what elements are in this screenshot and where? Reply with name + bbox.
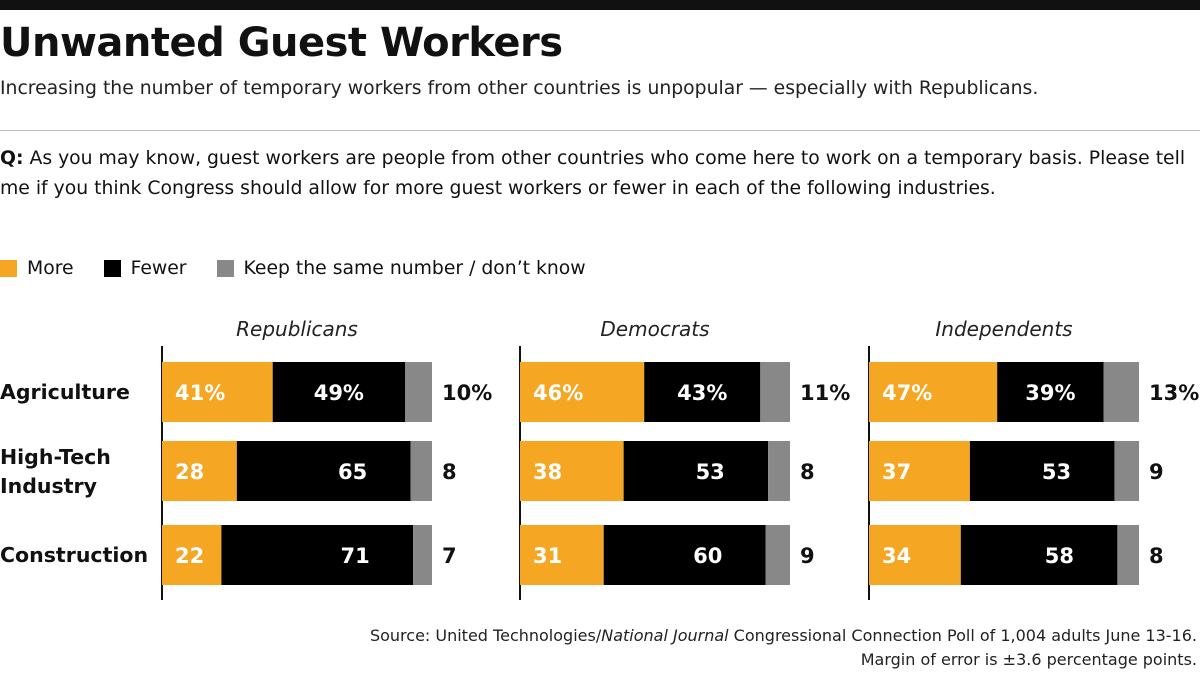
bar-more-independents-agriculture — [869, 362, 998, 422]
label-fewer-independents-high-tech-industry: 53 — [1042, 460, 1071, 484]
bar-fewer-democrats-agriculture — [644, 362, 761, 422]
panel-title-democrats: Democrats — [600, 317, 709, 341]
legend-swatch-more — [0, 259, 17, 277]
source-note: Source: United Technologies/National Jou… — [370, 624, 1197, 672]
bar-fewer-democrats-high-tech-industry — [623, 441, 769, 501]
legend-label-more: More — [27, 257, 74, 279]
label-same-independents-agriculture: 13% — [1149, 381, 1199, 405]
bar-same-independents-high-tech-industry — [1114, 441, 1139, 501]
legend-item-fewer: Fewer — [103, 257, 187, 279]
label-more-republicans-agriculture: 41% — [175, 381, 225, 405]
stacked-bar-chart: Agriculture High-Tech Industry Construction… — [0, 317, 1199, 600]
label-more-democrats-construction: 31 — [533, 544, 562, 568]
category-label-agriculture: Agriculture — [0, 380, 130, 404]
panel-title-republicans: Republicans — [236, 317, 358, 341]
bar-fewer-independents-agriculture — [997, 362, 1104, 422]
label-fewer-republicans-agriculture: 49% — [314, 381, 364, 405]
bar-more-republicans-agriculture — [162, 362, 273, 422]
source-prefix: Source: United Technologies/ — [369, 626, 602, 645]
bar-same-democrats-construction — [765, 525, 790, 585]
label-fewer-democrats-construction: 60 — [693, 544, 722, 568]
chart-title: Unwanted Guest Workers — [0, 20, 563, 66]
bar-more-republicans-construction — [162, 525, 222, 585]
label-fewer-independents-agriculture: 39% — [1025, 381, 1075, 405]
label-same-independents-construction: 8 — [1149, 544, 1164, 568]
legend: More Fewer Keep the same number / don’t … — [0, 252, 616, 284]
category-label-construction: Construction — [0, 543, 148, 567]
source-publication: National Journal — [601, 626, 729, 645]
label-fewer-democrats-agriculture: 43% — [677, 381, 727, 405]
label-same-democrats-construction: 9 — [800, 544, 815, 568]
legend-swatch-fewer — [103, 259, 121, 277]
bar-more-independents-high-tech-industry — [869, 441, 970, 501]
margin-of-error: Margin of error is ±3.6 percentage point… — [860, 650, 1197, 669]
panel-title-independents: Independents — [935, 317, 1072, 341]
label-fewer-independents-construction: 58 — [1045, 544, 1074, 568]
label-same-republicans-construction: 7 — [442, 544, 457, 568]
legend-label-fewer: Fewer — [130, 257, 187, 279]
label-fewer-republicans-construction: 71 — [340, 544, 369, 568]
bar-same-republicans-construction — [413, 525, 432, 585]
legend-item-more: More — [0, 258, 74, 279]
bar-same-republicans-high-tech-industry — [410, 441, 432, 501]
label-same-republicans-high-tech-industry: 8 — [442, 460, 457, 484]
legend-swatch-same — [216, 259, 234, 277]
label-fewer-democrats-high-tech-industry: 53 — [696, 460, 725, 484]
label-same-independents-high-tech-industry: 9 — [1149, 460, 1164, 484]
label-same-democrats-high-tech-industry: 8 — [800, 460, 815, 484]
bar-same-independents-construction — [1117, 525, 1139, 585]
label-more-democrats-high-tech-industry: 38 — [533, 460, 562, 484]
question-label: Q: — [0, 148, 24, 169]
top-rule — [0, 0, 1200, 10]
bar-fewer-democrats-construction — [603, 525, 766, 585]
category-label-high-tech-industry: High-Tech Industry — [0, 445, 111, 498]
label-more-independents-construction: 34 — [882, 544, 911, 568]
bar-more-democrats-construction — [520, 525, 604, 585]
source-suffix: Congressional Connection Poll of 1,004 a… — [728, 626, 1197, 645]
question-text: As you may know, guest workers are peopl… — [0, 148, 1186, 199]
label-more-independents-agriculture: 47% — [882, 381, 932, 405]
label-more-republicans-high-tech-industry: 28 — [175, 460, 204, 484]
bar-same-republicans-agriculture — [405, 362, 432, 422]
bar-fewer-independents-high-tech-industry — [969, 441, 1115, 501]
bar-fewer-republicans-agriculture — [272, 362, 405, 422]
bar-more-republicans-high-tech-industry — [162, 441, 237, 501]
legend-item-same: Keep the same number / don’t know — [216, 257, 586, 279]
label-same-republicans-agriculture: 10% — [442, 381, 492, 405]
bar-same-democrats-agriculture — [760, 362, 790, 422]
bar-more-independents-construction — [869, 525, 961, 585]
label-fewer-republicans-high-tech-industry: 65 — [338, 460, 367, 484]
legend-label-same: Keep the same number / don’t know — [243, 257, 586, 279]
label-more-democrats-agriculture: 46% — [533, 381, 583, 405]
chart-subtitle: Increasing the number of temporary worke… — [0, 78, 1039, 99]
bar-fewer-republicans-high-tech-industry — [236, 441, 411, 501]
bar-same-independents-agriculture — [1103, 362, 1139, 422]
bar-more-democrats-agriculture — [520, 362, 645, 422]
survey-question: Q: As you may know, guest workers are pe… — [0, 144, 1190, 204]
header-divider — [0, 130, 1200, 131]
bar-fewer-independents-construction — [960, 525, 1118, 585]
bar-fewer-republicans-construction — [221, 525, 414, 585]
bar-same-democrats-high-tech-industry — [768, 441, 790, 501]
label-same-democrats-agriculture: 11% — [800, 381, 850, 405]
label-more-independents-high-tech-industry: 37 — [882, 460, 911, 484]
label-more-republicans-construction: 22 — [175, 544, 204, 568]
bar-more-democrats-high-tech-industry — [520, 441, 624, 501]
